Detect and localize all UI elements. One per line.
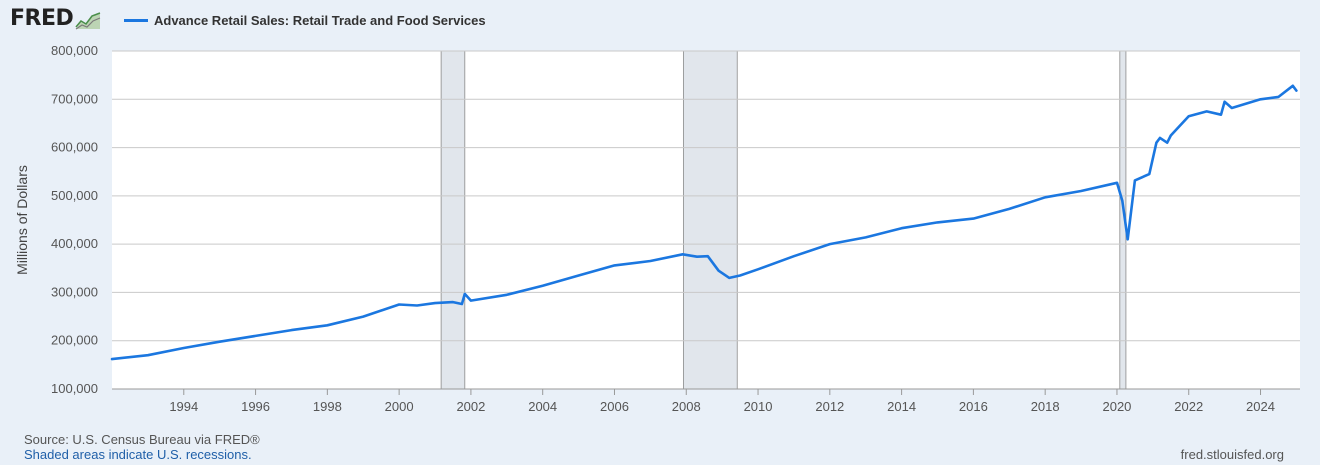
x-tick-label: 2020 — [1102, 399, 1131, 414]
x-tick-label: 1998 — [313, 399, 342, 414]
x-tick-label: 2002 — [456, 399, 485, 414]
recession-note[interactable]: Shaded areas indicate U.S. recessions. — [24, 447, 252, 462]
legend-swatch — [124, 19, 148, 22]
x-tick-label: 2008 — [672, 399, 701, 414]
logo-text: FRED — [10, 6, 74, 31]
x-tick-label: 1994 — [169, 399, 198, 414]
x-tick-label: 2004 — [528, 399, 557, 414]
source-note: Source: U.S. Census Bureau via FRED® — [24, 432, 260, 447]
fred-logo[interactable]: FRED — [10, 6, 101, 32]
y-axis-title: Millions of Dollars — [14, 165, 30, 275]
y-tick-label: 100,000 — [51, 381, 98, 396]
logo-graph-icon — [75, 12, 101, 30]
x-axis-ticks: 1994 1996 1998 2000 2002 2004 2006 2008 2010 2012… — [112, 388, 1300, 414]
x-tick-label: 2018 — [1031, 399, 1060, 414]
y-axis-ticks: 100,000 200,000 300,000 400,000 500,000 600,0… — [51, 43, 98, 396]
y-tick-label: 600,000 — [51, 140, 98, 155]
legend-label: Advance Retail Sales: Retail Trade and F… — [154, 13, 486, 28]
x-tick-label: 2000 — [385, 399, 414, 414]
site-link[interactable]: fred.stlouisfed.org — [1180, 447, 1284, 462]
y-tick-label: 400,000 — [51, 236, 98, 251]
x-tick-label: 2024 — [1246, 399, 1275, 414]
x-tick-label: 2012 — [815, 399, 844, 414]
recession-band — [1119, 51, 1126, 389]
y-tick-label: 200,000 — [51, 333, 98, 348]
chart-legend: Advance Retail Sales: Retail Trade and F… — [124, 13, 486, 28]
footer-notes: Source: U.S. Census Bureau via FRED® Sha… — [24, 432, 260, 462]
x-tick-label: 2016 — [959, 399, 988, 414]
recession-band — [683, 51, 738, 389]
y-tick-label: 700,000 — [51, 91, 98, 106]
y-tick-label: 800,000 — [51, 43, 98, 58]
y-tick-label: 500,000 — [51, 188, 98, 203]
x-tick-label: 2014 — [887, 399, 916, 414]
recession-band — [441, 51, 465, 389]
chart: 100,000 200,000 300,000 400,000 500,000 600,0… — [14, 43, 1300, 414]
x-tick-label: 2010 — [744, 399, 773, 414]
y-tick-label: 300,000 — [51, 284, 98, 299]
series-line — [110, 84, 1298, 361]
x-tick-label: 2006 — [600, 399, 629, 414]
x-tick-label: 1996 — [241, 399, 270, 414]
x-tick-label: 2022 — [1174, 399, 1203, 414]
line-layer — [110, 84, 1298, 361]
